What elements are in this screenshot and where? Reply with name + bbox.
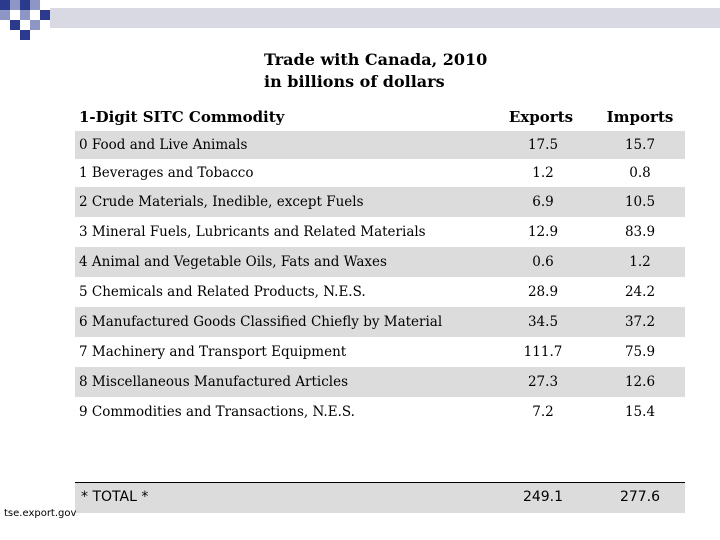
commodity-name: 7 Machinery and Transport Equipment xyxy=(79,344,347,360)
total-imports: 277.6 xyxy=(619,489,661,505)
commodity-name: 8 Miscellaneous Manufactured Articles xyxy=(79,374,349,390)
exports-value: 34.5 xyxy=(527,314,559,330)
commodity-name: 6 Manufactured Goods Classified Chiefly … xyxy=(79,314,443,330)
imports-value: 0.8 xyxy=(629,165,651,181)
commodity-name: 3 Mineral Fuels, Lubricants and Related … xyxy=(79,224,426,240)
imports-value: 12.6 xyxy=(624,374,656,390)
exports-value: 111.7 xyxy=(523,344,563,360)
header-exports: Exports xyxy=(508,108,574,126)
table-row: 0 Food and Live Animals 17.5 15.7 xyxy=(75,131,685,159)
imports-value: 83.9 xyxy=(624,224,656,240)
source-note: tse.export.gov xyxy=(4,508,77,519)
imports-value: 75.9 xyxy=(624,344,656,360)
table-row: 6 Manufactured Goods Classified Chiefly … xyxy=(75,307,685,337)
header-imports: Imports xyxy=(606,108,674,126)
exports-value: 7.2 xyxy=(532,404,554,420)
imports-value: 1.2 xyxy=(629,254,651,270)
page-title: Trade with Canada, 2010 in billions of d… xyxy=(264,49,487,93)
total-row: * TOTAL * 249.1 277.6 xyxy=(75,482,685,513)
imports-value: 15.4 xyxy=(624,404,656,420)
commodity-name: 9 Commodities and Transactions, N.E.S. xyxy=(79,404,355,420)
commodity-name: 0 Food and Live Animals xyxy=(79,137,248,153)
exports-value: 28.9 xyxy=(527,284,559,300)
commodity-name: 1 Beverages and Tobacco xyxy=(79,165,254,181)
header-commodity: 1-Digit SITC Commodity xyxy=(79,108,285,126)
title-line-1: Trade with Canada, 2010 xyxy=(264,50,488,69)
table-row: 2 Crude Materials, Inedible, except Fuel… xyxy=(75,187,685,217)
table-row: 4 Animal and Vegetable Oils, Fats and Wa… xyxy=(75,247,685,277)
table-row: 1 Beverages and Tobacco 1.2 0.8 xyxy=(75,159,685,187)
total-label: * TOTAL * xyxy=(81,489,149,505)
corner-decoration xyxy=(0,0,60,60)
imports-value: 10.5 xyxy=(624,194,656,210)
imports-value: 15.7 xyxy=(624,137,656,153)
table-row: 5 Chemicals and Related Products, N.E.S.… xyxy=(75,277,685,307)
exports-value: 17.5 xyxy=(527,137,559,153)
exports-value: 27.3 xyxy=(527,374,559,390)
title-line-2: in billions of dollars xyxy=(264,72,445,91)
table-row: 3 Mineral Fuels, Lubricants and Related … xyxy=(75,217,685,247)
imports-value: 24.2 xyxy=(624,284,656,300)
exports-value: 12.9 xyxy=(527,224,559,240)
top-bar xyxy=(50,8,720,28)
exports-value: 1.2 xyxy=(532,165,554,181)
commodity-name: 5 Chemicals and Related Products, N.E.S. xyxy=(79,284,366,300)
commodity-name: 2 Crude Materials, Inedible, except Fuel… xyxy=(79,194,364,210)
total-exports: 249.1 xyxy=(522,489,564,505)
exports-value: 0.6 xyxy=(532,254,554,270)
table-row: 8 Miscellaneous Manufactured Articles 27.… xyxy=(75,367,685,397)
table-row: 7 Machinery and Transport Equipment 111.7… xyxy=(75,337,685,367)
imports-value: 37.2 xyxy=(624,314,656,330)
exports-value: 6.9 xyxy=(532,194,554,210)
table-row: 9 Commodities and Transactions, N.E.S. 7.… xyxy=(75,397,685,427)
commodity-name: 4 Animal and Vegetable Oils, Fats and Wa… xyxy=(79,254,387,270)
